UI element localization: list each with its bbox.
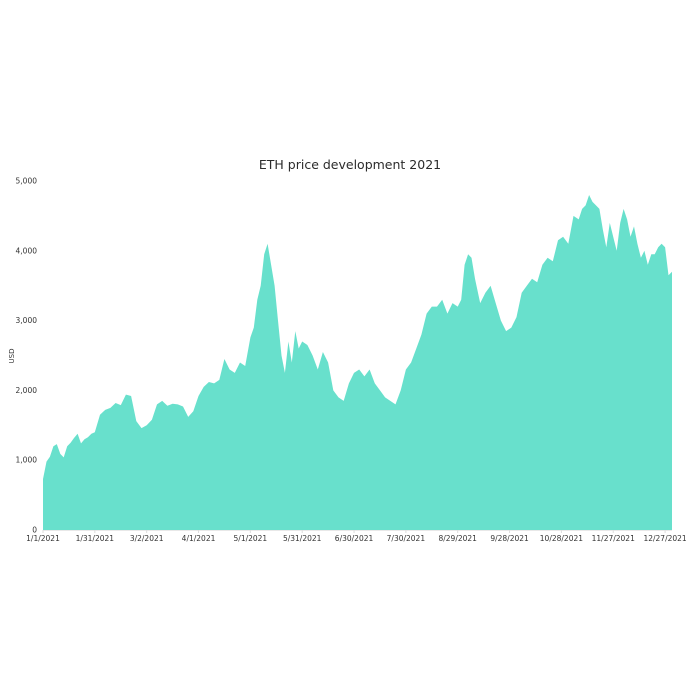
- y-tick-label: 1,000: [16, 456, 38, 465]
- x-tick-label: 4/1/2021: [182, 534, 216, 543]
- x-tick-label: 10/28/2021: [540, 534, 583, 543]
- eth-price-area: [43, 195, 672, 530]
- x-tick-label: 1/1/2021: [26, 534, 60, 543]
- x-axis: 1/1/2021 1/31/2021 3/2/2021 4/1/2021 5/1/202…: [26, 530, 687, 543]
- y-axis-label: USD: [8, 349, 16, 364]
- y-tick-label: 2,000: [16, 386, 38, 395]
- x-tick-label: 5/31/2021: [283, 534, 322, 543]
- y-tick-labels: 0 1,000 2,000 3,000 4,000 5,000: [16, 177, 38, 535]
- y-axis: USD 0 1,000 2,000 3,000 4,000 5,000: [8, 177, 37, 535]
- x-tick-label: 6/30/2021: [335, 534, 374, 543]
- x-tick-labels: 1/1/2021 1/31/2021 3/2/2021 4/1/2021 5/1/202…: [26, 530, 687, 543]
- x-tick-label: 8/29/2021: [438, 534, 477, 543]
- x-tick-label: 5/1/2021: [234, 534, 268, 543]
- x-tick-label: 7/30/2021: [387, 534, 426, 543]
- y-tick-label: 4,000: [16, 246, 38, 255]
- x-tick-label: 3/2/2021: [130, 534, 164, 543]
- chart-title: ETH price development 2021: [259, 157, 441, 172]
- x-tick-label: 9/28/2021: [490, 534, 529, 543]
- x-tick-label: 12/27/2021: [643, 534, 686, 543]
- x-tick-label: 11/27/2021: [592, 534, 635, 543]
- y-tick-label: 5,000: [16, 177, 38, 186]
- y-tick-label: 0: [32, 526, 37, 535]
- y-tick-label: 3,000: [16, 316, 38, 325]
- x-tick-label: 1/31/2021: [76, 534, 115, 543]
- plot-area: [43, 195, 672, 531]
